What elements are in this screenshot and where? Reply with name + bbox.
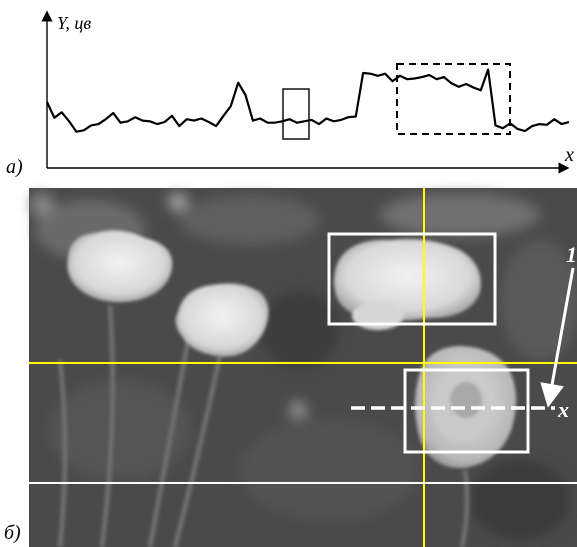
signal-line (46, 68, 570, 133)
x-axis-label: x (564, 144, 574, 166)
flower-top-left (67, 230, 173, 303)
plateau-dashed-box (396, 63, 511, 135)
panel-a-label: а) (6, 156, 23, 178)
small-peak-box (282, 88, 310, 140)
flowers (67, 230, 517, 469)
flower-top-right (334, 239, 481, 321)
pointer-label: 1 (566, 242, 577, 267)
panel-b-label-background (0, 512, 29, 547)
flower-stems (57, 304, 470, 547)
flower-middle-left (175, 283, 269, 357)
panel-b-photo: x 1 б) (0, 188, 577, 547)
y-axis-label: Y, цв (57, 13, 91, 33)
panel-b-label: б) (4, 522, 21, 544)
scanline-label: x (557, 397, 569, 422)
background-texture (30, 192, 577, 540)
detection-box-lower (403, 368, 530, 454)
detection-box-upper (327, 232, 497, 326)
panel-a-chart: Y, цв x а) (6, 10, 574, 178)
pointer-arrow (540, 267, 575, 408)
